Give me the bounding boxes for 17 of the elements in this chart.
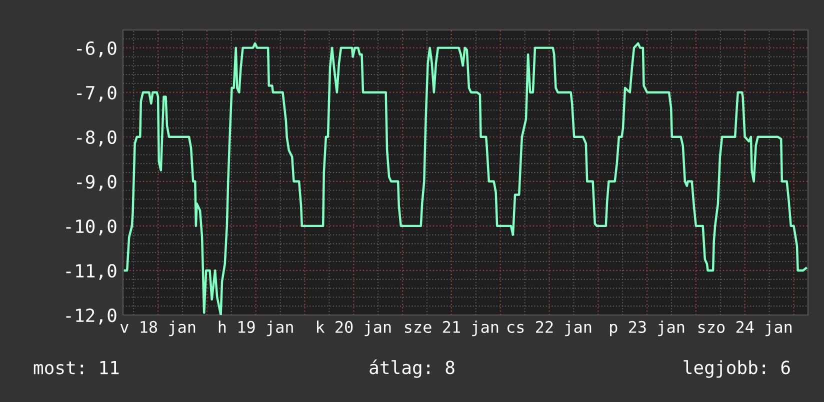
x-tick-label: sze 21 jan: [405, 320, 498, 336]
x-tick-label: p 23 jan: [610, 320, 684, 336]
y-tick-label: -9,0: [77, 174, 116, 191]
text: most: 11: [34, 360, 119, 374]
y-tick-label: -10,0: [66, 219, 116, 236]
x-tick-label: v 18 jan: [120, 320, 196, 336]
x-tick-label: h 19 jan: [218, 320, 293, 336]
x-tick-label: k 20 jan: [317, 320, 391, 336]
x-tick-label: szo 24 jan: [698, 320, 792, 336]
y-tick-label: -11,0: [66, 264, 116, 280]
y-tick-label: -6,0: [77, 41, 116, 58]
text: átlag: 8: [370, 360, 454, 378]
x-tick-label: cs 22 jan: [507, 320, 592, 336]
y-tick-label: -8,0: [77, 130, 116, 146]
text: legjobb: 6: [684, 360, 790, 378]
y-tick-label: -12,0: [66, 308, 116, 324]
y-tick-label: -7,0: [77, 86, 116, 102]
